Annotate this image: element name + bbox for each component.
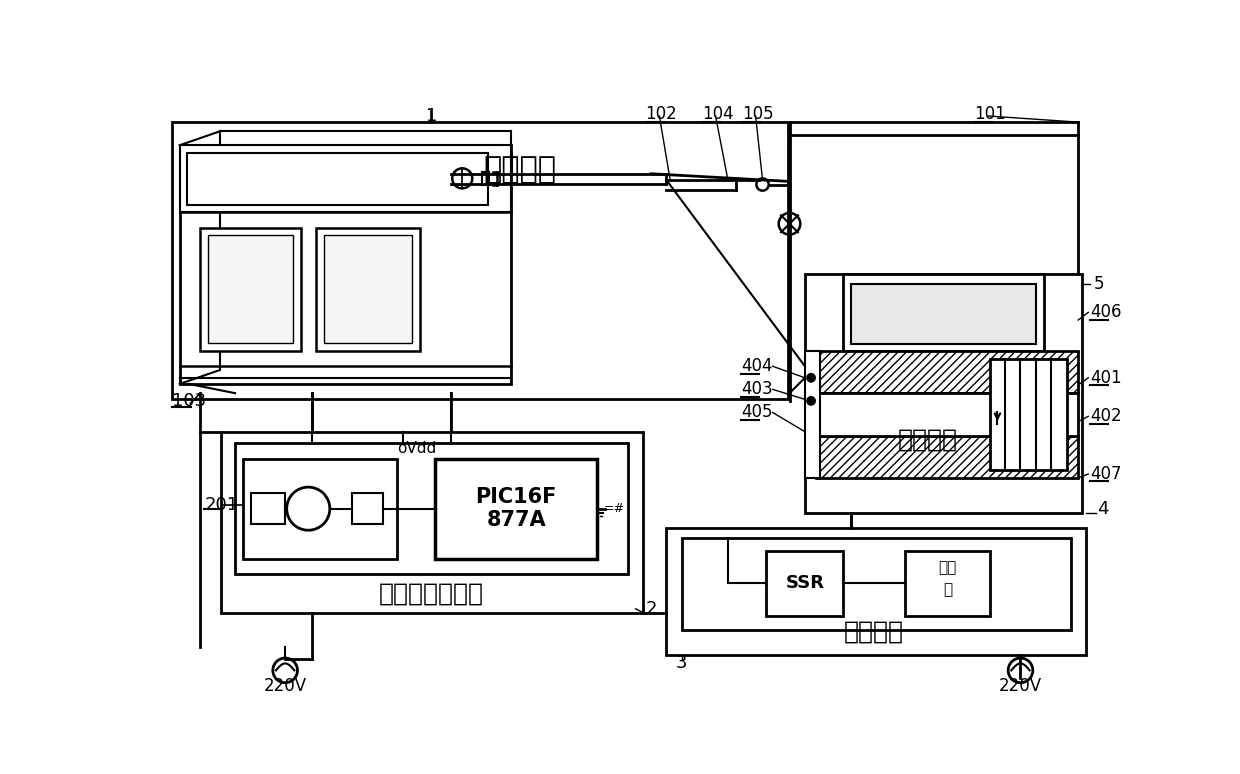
Bar [250,493,285,524]
Bar [243,459,397,559]
Text: PIC16F
877A: PIC16F 877A [475,487,557,530]
Text: 仪: 仪 [942,582,952,597]
Bar [805,274,1083,512]
Text: 401: 401 [1090,368,1121,387]
Polygon shape [324,235,412,343]
Text: 蔷发单元: 蔷发单元 [898,427,959,451]
Bar [221,432,644,613]
Text: 407: 407 [1090,465,1121,483]
Text: 220V: 220V [999,676,1042,695]
Text: 102: 102 [646,105,677,123]
Text: =#: =# [603,502,624,515]
Bar [682,538,1070,630]
Text: 3: 3 [676,654,687,672]
Text: 105: 105 [742,105,774,123]
Text: 406: 406 [1090,303,1121,321]
Bar [816,351,1079,393]
Text: 单片机控制单元: 单片机控制单元 [379,581,484,605]
Text: 2: 2 [645,600,657,618]
Bar [816,393,1079,436]
Text: 1: 1 [425,107,438,125]
Bar [172,122,787,399]
Text: 供料单元: 供料单元 [484,156,557,184]
Bar [352,493,383,524]
Text: 温控单元: 温控单元 [844,620,904,644]
Text: oVdd: oVdd [397,441,436,456]
Bar [905,551,990,616]
Text: 温控: 温控 [939,560,956,576]
Text: 4: 4 [1097,500,1109,518]
Bar [666,528,1086,655]
Text: 201: 201 [205,496,238,514]
Text: 5: 5 [1094,275,1104,293]
Bar [187,153,487,205]
Bar [816,436,1079,478]
Circle shape [807,374,815,382]
Text: 220V: 220V [264,676,306,695]
Polygon shape [201,228,300,351]
Text: 402: 402 [1090,407,1121,425]
Text: 405: 405 [742,403,773,421]
Bar [990,358,1066,470]
Bar [180,146,511,384]
Bar [805,351,821,478]
Bar [236,444,627,574]
Bar [843,274,1044,351]
Text: 403: 403 [742,380,773,399]
Polygon shape [208,235,293,343]
Circle shape [807,397,815,405]
Text: 104: 104 [702,105,733,123]
Polygon shape [316,228,420,351]
Text: SSR: SSR [785,574,825,592]
Bar [180,146,511,212]
Text: 404: 404 [742,358,773,375]
Text: 101: 101 [975,105,1006,123]
Text: 103: 103 [172,392,206,410]
Bar [851,284,1035,344]
Bar [766,551,843,616]
Bar [435,459,596,559]
